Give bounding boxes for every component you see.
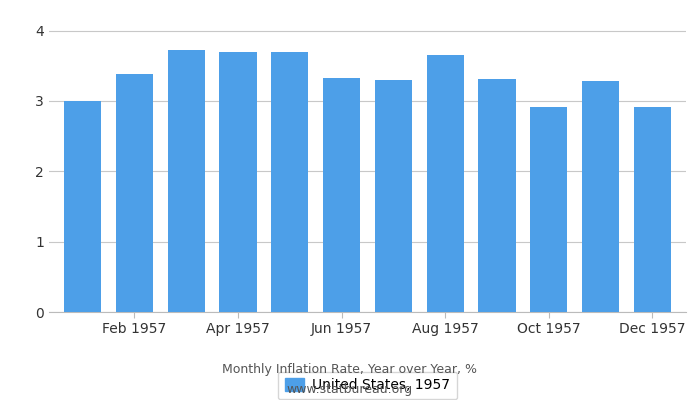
Text: Monthly Inflation Rate, Year over Year, %: Monthly Inflation Rate, Year over Year, … (223, 364, 477, 376)
Legend: United States, 1957: United States, 1957 (278, 372, 457, 399)
Bar (219, 52, 257, 312)
Bar (634, 107, 671, 312)
Bar (530, 106, 568, 312)
Bar (64, 101, 102, 312)
Bar (271, 52, 309, 312)
Text: www.statbureau.org: www.statbureau.org (287, 384, 413, 396)
Bar (167, 50, 205, 312)
Bar (374, 80, 412, 312)
Bar (116, 74, 153, 312)
Bar (323, 78, 360, 312)
Bar (478, 79, 516, 312)
Bar (582, 80, 620, 312)
Bar (426, 55, 464, 312)
